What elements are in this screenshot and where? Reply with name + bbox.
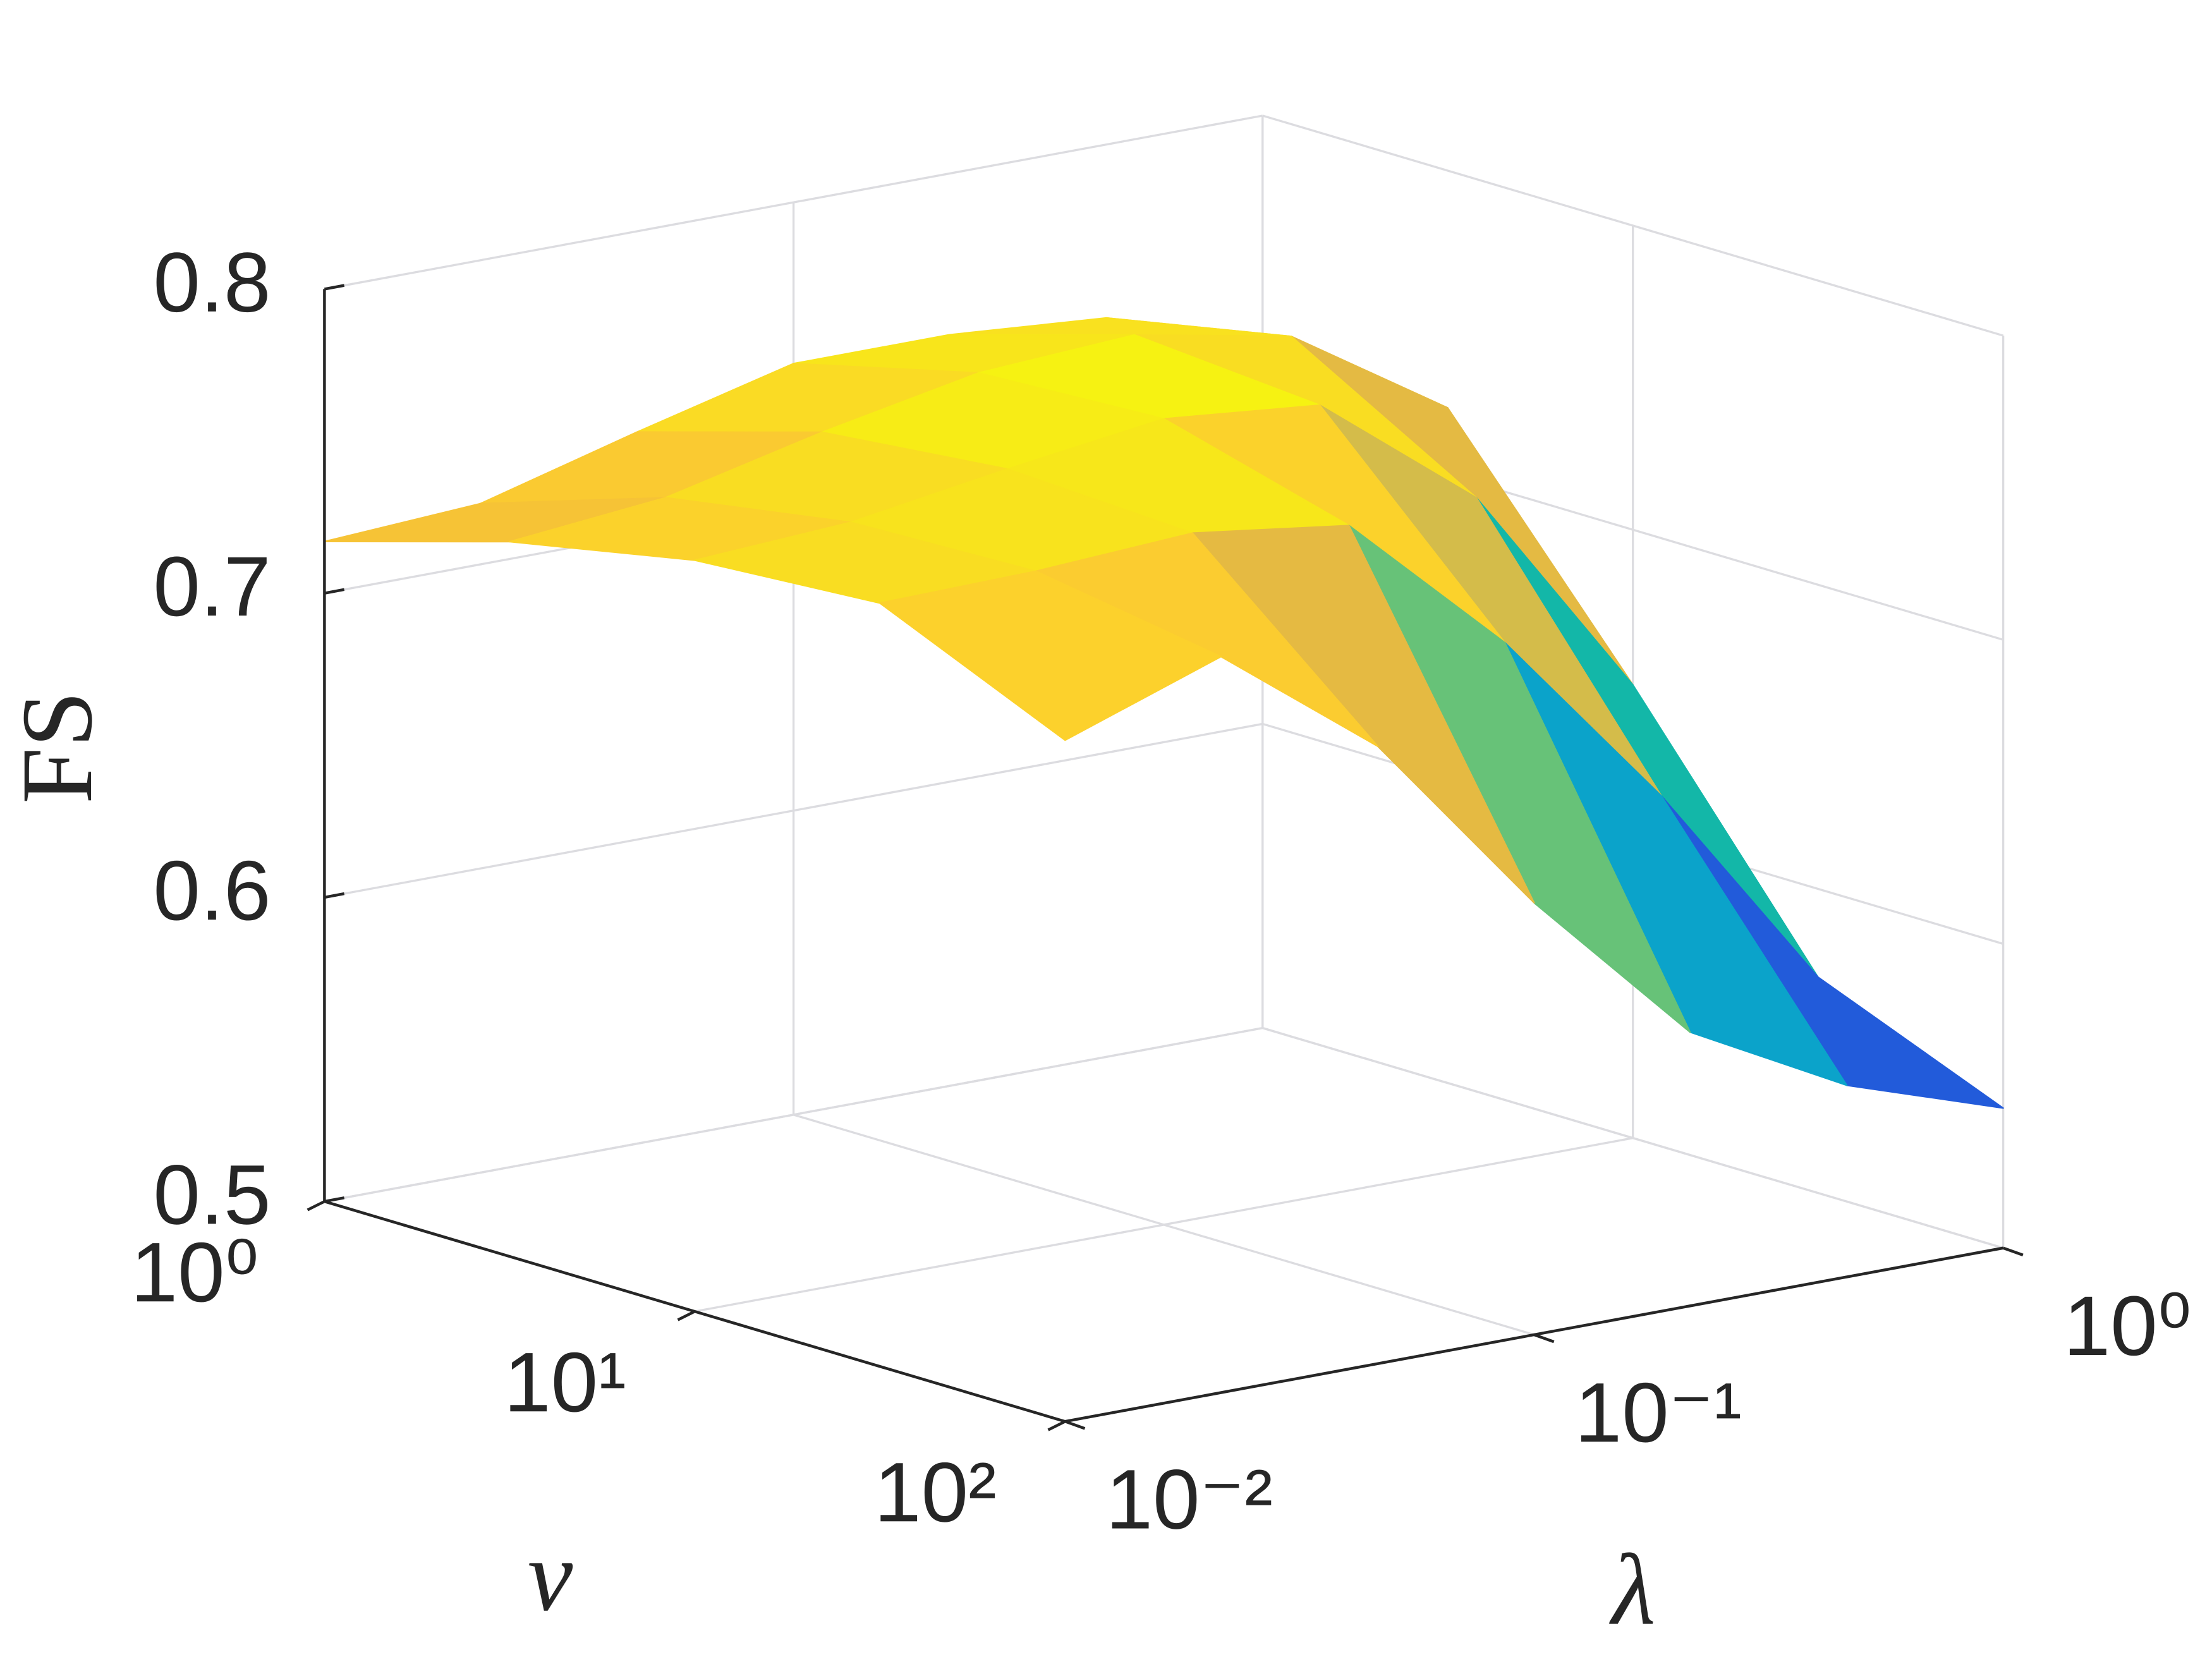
z-tick-label: 0.5	[153, 1148, 270, 1242]
y-tick	[677, 1310, 696, 1321]
x-tick-label: 10⁰	[2063, 1279, 2192, 1373]
axes: 0.5 0.6 0.7 0.8 10⁰ 10¹ 10² 10⁻² 10⁻¹ 10⁰	[131, 236, 2192, 1547]
x-tick-label: 10⁻¹	[1575, 1366, 1742, 1460]
grid-line	[324, 1027, 1263, 1203]
z-axis-label: FS	[1, 691, 113, 804]
z-tick	[324, 892, 345, 899]
grid-line	[1262, 114, 2004, 337]
grid-line	[324, 114, 1263, 291]
x-axis-label: λ	[1609, 1533, 1656, 1646]
surface-face	[878, 570, 1222, 741]
z-tick	[324, 284, 345, 291]
z-tick	[324, 588, 345, 595]
grid-line	[1262, 1027, 2004, 1249]
y-axis-label: ν	[528, 1519, 573, 1632]
x-tick	[2002, 1246, 2024, 1257]
z-tick	[324, 1196, 345, 1203]
x-axis-line	[1064, 1246, 2004, 1423]
y-tick	[307, 1200, 325, 1212]
grid-line	[324, 722, 1263, 899]
y-tick-label: 10²	[874, 1445, 997, 1540]
z-tick-label: 0.6	[153, 844, 270, 938]
z-tick-label: 0.8	[153, 236, 270, 330]
y-tick-label: 10⁰	[131, 1225, 259, 1320]
grid-line	[695, 1137, 1634, 1313]
y-tick-label: 10¹	[504, 1335, 626, 1430]
x-tick	[1064, 1420, 1086, 1430]
y-tick	[1047, 1420, 1066, 1431]
x-tick-label: 10⁻²	[1106, 1452, 1273, 1546]
grid	[323, 114, 2005, 1423]
surface	[324, 317, 2004, 1109]
x-tick	[1533, 1333, 1555, 1344]
z-tick-label: 0.7	[153, 540, 270, 634]
